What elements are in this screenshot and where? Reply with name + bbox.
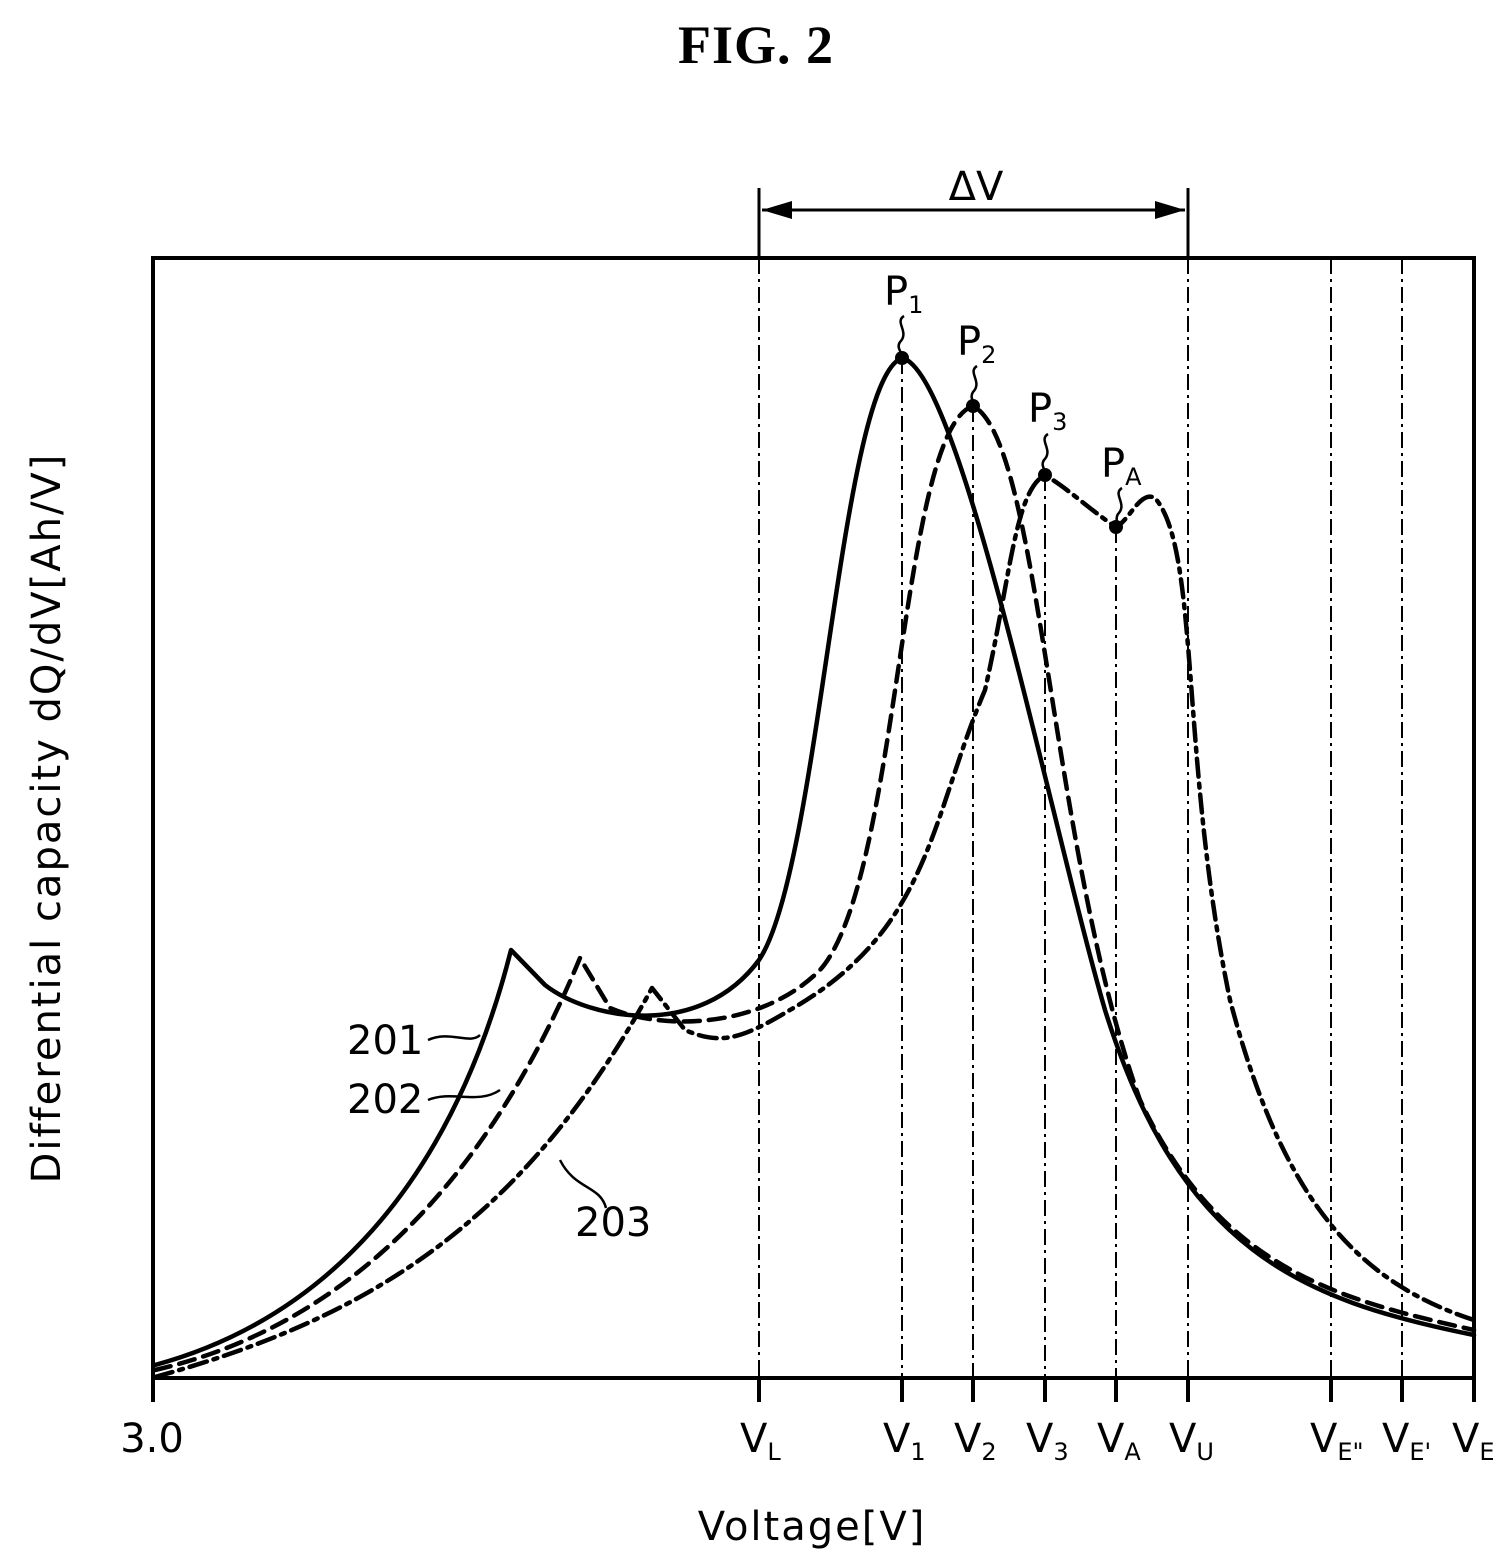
marker-v2-label: V2 xyxy=(954,1416,997,1466)
peak-labels: P1 P2 P3 PA xyxy=(884,269,1142,491)
peak-pa-dot xyxy=(1109,520,1123,534)
peak-p2-label: P2 xyxy=(957,319,996,369)
delta-v-bracket xyxy=(757,188,1190,258)
marker-v1-label: V1 xyxy=(883,1416,926,1466)
peak-markers xyxy=(895,351,1123,534)
vertical-guides xyxy=(758,258,1403,1378)
marker-ve1-label: VE' xyxy=(1382,1416,1431,1466)
plot-frame xyxy=(151,256,1476,1380)
curve-202-ref: 202 xyxy=(347,1077,423,1123)
marker-v3-label: V3 xyxy=(1026,1416,1069,1466)
peak-p2-dot xyxy=(966,399,980,413)
figure-title: FIG. 2 xyxy=(677,15,834,75)
curve-201-ref: 201 xyxy=(347,1018,423,1064)
x-start-label: 3.0 xyxy=(120,1416,184,1462)
delta-v-arrowheads xyxy=(762,201,1185,219)
curve-201 xyxy=(152,355,1477,1368)
marker-vl-label: VL xyxy=(740,1416,781,1466)
peak-pa-label: PA xyxy=(1101,441,1142,491)
x-axis-title: Voltage[V] xyxy=(698,1504,927,1550)
marker-labels: VL V1 V2 V3 VA VU VE" VE' VE xyxy=(740,1416,1495,1466)
marker-vu-label: VU xyxy=(1169,1416,1214,1466)
curve-202 xyxy=(152,403,1477,1373)
curve-203-ref: 203 xyxy=(575,1200,651,1246)
y-axis-title: Differential capacity dQ/dV[Ah/V] xyxy=(24,453,70,1184)
x-ticks xyxy=(151,1378,1476,1402)
delta-v-label: ΔV xyxy=(949,164,1004,210)
peak-leaders xyxy=(897,314,1123,527)
peak-p1-dot xyxy=(895,351,909,365)
marker-ve2-label: VE" xyxy=(1310,1416,1364,1466)
curve-ref-leaders xyxy=(427,1033,608,1209)
peak-p3-label: P3 xyxy=(1028,386,1067,436)
peak-p3-dot xyxy=(1038,468,1052,482)
marker-va-label: VA xyxy=(1097,1416,1141,1466)
peak-p1-label: P1 xyxy=(884,269,923,319)
curve-203 xyxy=(152,472,1477,1380)
marker-ve-label: VE xyxy=(1452,1416,1495,1466)
curves xyxy=(152,355,1477,1380)
